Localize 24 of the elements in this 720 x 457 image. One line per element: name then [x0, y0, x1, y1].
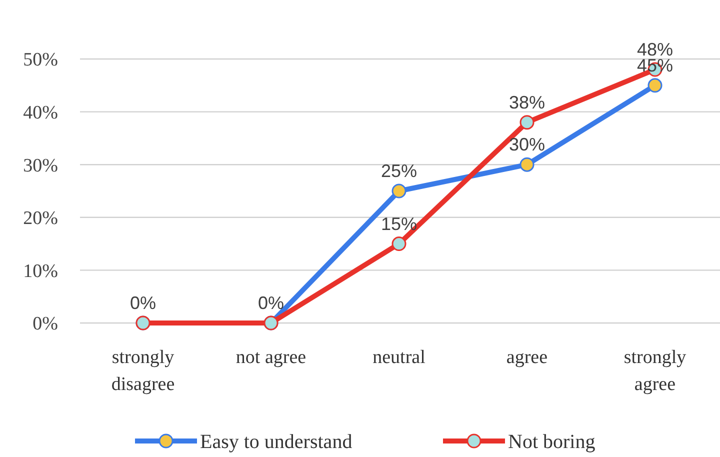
y-tick-label: 50%	[23, 50, 58, 71]
x-tick-label: strongly agree	[624, 347, 687, 395]
data-label: 38%	[508, 92, 546, 112]
data-label: 25%	[380, 161, 418, 181]
point	[648, 78, 662, 93]
data-label: 0%	[258, 293, 284, 313]
x-tick-label: strongly disagree	[111, 347, 175, 395]
y-tick-label: 0%	[32, 314, 58, 335]
y-tick-label: 10%	[23, 260, 58, 282]
data-label: 30%	[508, 134, 546, 155]
x-tick-label: agree	[506, 347, 548, 368]
legend-label: Not boring	[508, 431, 596, 453]
point	[392, 184, 406, 198]
point	[392, 236, 406, 252]
data-label: 15%	[380, 214, 418, 234]
x-tick-label: not agree	[236, 347, 306, 368]
y-tick-label: 40%	[23, 102, 58, 124]
x-tick-label: neutral	[372, 347, 426, 368]
legend-label: Easy to understand	[200, 431, 352, 453]
data-label: 0%	[130, 293, 156, 313]
point	[520, 115, 534, 130]
point	[520, 157, 534, 172]
y-tick-label: 30%	[23, 155, 58, 176]
y-tick-label: 20%	[23, 208, 58, 230]
